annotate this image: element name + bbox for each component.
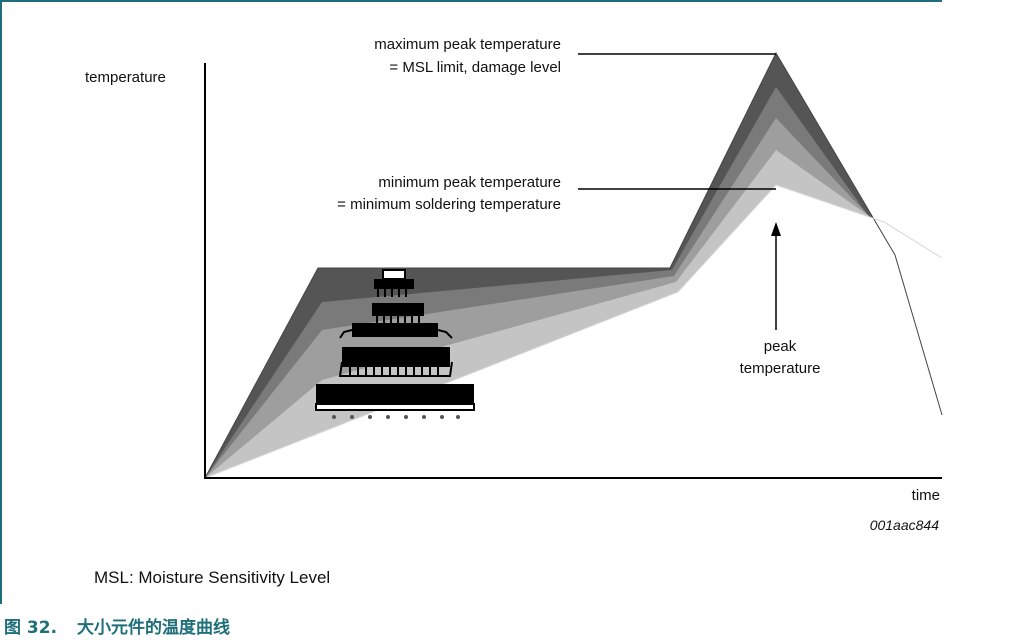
frame-border-left xyxy=(0,0,2,604)
component-stack xyxy=(315,269,475,419)
callout-min-line2: = minimum soldering temperature xyxy=(337,196,561,213)
y-axis-label: temperature xyxy=(85,69,166,86)
peak-label-line1: peak xyxy=(764,338,797,355)
figure-title: 大小元件的温度曲线 xyxy=(77,618,231,638)
profile-mask-right xyxy=(942,0,1022,640)
figure-code: 001aac844 xyxy=(870,517,940,533)
figure-number: 图 32. xyxy=(4,618,58,638)
curve-line-5 xyxy=(204,184,943,479)
figure-caption: 图 32. 大小元件的温度曲线 xyxy=(4,613,230,638)
callout-min-line1: minimum peak temperature xyxy=(378,174,561,191)
peak-arrow-head xyxy=(771,222,781,236)
callout-max-line1: maximum peak temperature xyxy=(374,36,561,53)
callout-max-line2: = MSL limit, damage level xyxy=(389,59,561,76)
frame-border-top xyxy=(0,0,1022,2)
x-axis-label: time xyxy=(912,487,940,504)
peak-label-line2: temperature xyxy=(740,360,821,377)
profile-mask xyxy=(205,185,1022,500)
curve-line-1 xyxy=(204,51,943,479)
msl-note: MSL: Moisture Sensitivity Level xyxy=(94,568,331,587)
